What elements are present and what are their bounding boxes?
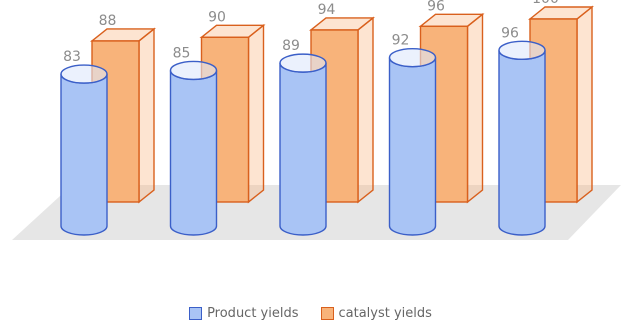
product-yields-bar-body	[169, 70, 218, 236]
catalyst-yields-bar-side	[138, 27, 155, 204]
product-yields-bar-body	[279, 63, 327, 236]
chart-legend: Product yields catalyst yields	[0, 306, 621, 321]
catalyst-yields-bar-side	[466, 12, 484, 204]
product-yields-bar	[60, 64, 108, 236]
product-yields-bar	[169, 60, 218, 236]
catalyst-yields-data-label: 100	[532, 0, 559, 7]
legend-item-catalyst-yields[interactable]: catalyst yields	[320, 306, 432, 321]
catalyst-yields-bar-side	[357, 16, 374, 204]
product-yields-bar-body	[388, 57, 437, 236]
product-yields-bar-body	[498, 50, 546, 236]
product-yields-data-label: 92	[392, 33, 410, 49]
product-yields-bar-top	[498, 40, 546, 61]
product-yields-bar-top	[388, 47, 437, 68]
catalyst-yields-bar-side	[576, 5, 593, 204]
legend-swatch-catalyst-yields	[320, 307, 334, 320]
catalyst-yields-bar-side	[247, 23, 265, 204]
product-yields-bar	[498, 40, 546, 236]
legend-item-product-yields[interactable]: Product yields	[189, 306, 299, 321]
legend-label-catalyst-yields: catalyst yields	[338, 306, 432, 321]
product-yields-bar-body	[60, 73, 108, 236]
catalyst-yields-data-label: 94	[318, 2, 336, 18]
legend-label-product-yields: Product yields	[207, 306, 299, 321]
product-yields-bar-top	[279, 53, 327, 73]
product-yields-data-label: 96	[501, 25, 519, 41]
product-yields-bar	[388, 47, 437, 236]
legend-swatch-product-yields	[189, 307, 203, 320]
catalyst-yields-data-label: 96	[427, 0, 445, 14]
product-yields-data-label: 89	[282, 38, 300, 54]
product-yields-bar-top	[169, 60, 218, 81]
product-yields-data-label: 85	[173, 45, 191, 61]
product-yields-data-label: 83	[63, 49, 81, 65]
catalyst-yields-data-label: 88	[99, 13, 117, 29]
catalyst-yields-data-label: 90	[208, 9, 226, 25]
product-yields-bar	[279, 53, 327, 236]
product-yields-bar-top	[60, 64, 108, 84]
